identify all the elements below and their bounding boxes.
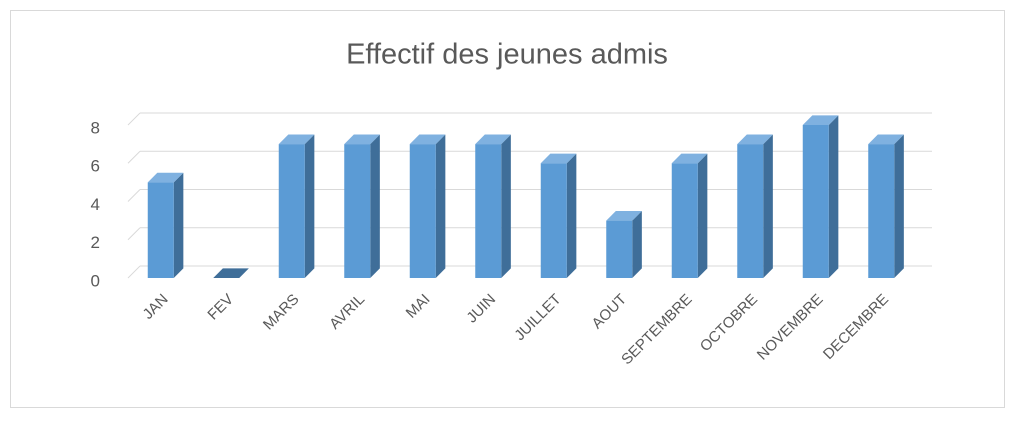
y-tick-label: 4 xyxy=(91,195,100,214)
y-tick-label: 2 xyxy=(91,233,100,252)
bar xyxy=(802,125,829,278)
chart-title: Effectif des jeunes admis xyxy=(346,39,668,71)
bar-top xyxy=(671,153,708,164)
grid-line-side xyxy=(127,112,141,126)
bar-top xyxy=(802,115,839,125)
bar xyxy=(671,163,698,278)
y-tick-label: 8 xyxy=(91,118,100,137)
grid-line-side xyxy=(127,189,141,202)
bar xyxy=(475,144,502,278)
bar-side xyxy=(697,153,708,278)
bar-side xyxy=(894,134,904,278)
bar-top xyxy=(737,134,773,145)
bar-side xyxy=(304,134,315,278)
bar xyxy=(540,163,567,278)
bar-top xyxy=(409,134,446,145)
bar-side xyxy=(173,172,184,278)
y-tick-label: 0 xyxy=(91,271,100,290)
grid-line-side xyxy=(127,265,141,279)
bar-top xyxy=(278,134,315,145)
bar-top xyxy=(868,134,904,145)
bar-side xyxy=(763,134,773,278)
bar xyxy=(868,144,895,278)
bar-top xyxy=(344,134,380,145)
bar-side xyxy=(828,115,839,279)
bar xyxy=(344,144,371,278)
bar-side xyxy=(501,134,511,278)
bar-top xyxy=(213,268,249,278)
bar xyxy=(278,144,305,278)
bar-top xyxy=(475,134,511,145)
bar-top xyxy=(606,211,642,221)
bar xyxy=(737,144,764,278)
y-tick-label: 6 xyxy=(91,157,100,176)
bar-side xyxy=(370,134,380,278)
bar xyxy=(606,220,633,278)
grid-line-side xyxy=(127,150,141,164)
bar-top xyxy=(540,153,577,164)
bar xyxy=(409,144,436,278)
bar-side xyxy=(435,134,446,278)
bar xyxy=(147,182,174,278)
grid-line-side xyxy=(127,227,141,241)
bar-side xyxy=(566,153,577,278)
bar-top xyxy=(147,172,184,183)
bar-side xyxy=(632,211,642,278)
